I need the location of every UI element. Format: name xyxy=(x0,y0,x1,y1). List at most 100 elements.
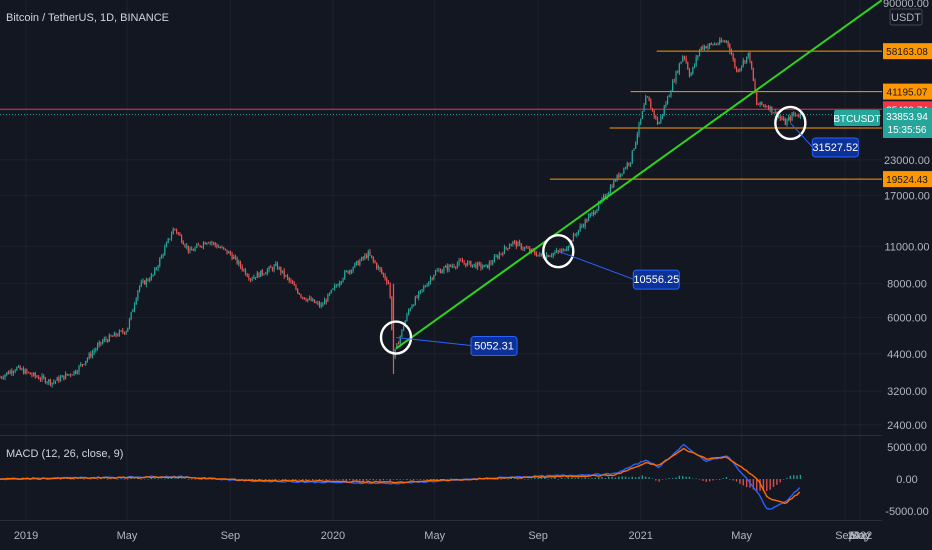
candle-body xyxy=(421,289,423,291)
candle-body xyxy=(251,278,253,280)
macd-hist-bar xyxy=(174,478,176,479)
macd-hist-bar xyxy=(500,479,502,480)
candle-body xyxy=(342,278,344,282)
candle-body xyxy=(552,253,554,256)
macd-hist-bar xyxy=(725,476,728,479)
candle-body xyxy=(730,51,733,55)
macd-hist-bar xyxy=(567,477,570,479)
candle-body xyxy=(283,270,285,277)
callout-label: 5052.31 xyxy=(474,341,514,353)
candle-body xyxy=(207,242,210,244)
macd-hist-bar xyxy=(752,479,755,490)
candle-body xyxy=(349,270,351,274)
time-tick-label: Sep xyxy=(850,530,870,542)
candle-body xyxy=(635,141,637,149)
macd-hist-bar xyxy=(157,478,159,480)
candle-body xyxy=(455,267,457,268)
candle-body xyxy=(231,254,233,259)
candle-body xyxy=(137,290,139,299)
signal-line xyxy=(0,447,801,505)
time-tick-label: Sep xyxy=(835,530,855,542)
currency-label: USDT xyxy=(891,12,921,24)
candle-body xyxy=(439,270,442,274)
candle-body xyxy=(206,242,208,245)
candle-body xyxy=(238,261,240,264)
candle-body xyxy=(698,49,701,56)
candle-body xyxy=(471,264,474,267)
candle-body xyxy=(38,377,40,380)
candle-body xyxy=(460,260,462,262)
macd-hist-bar xyxy=(702,479,704,481)
price-pane[interactable]: 5052.31 10556.25 31527.52 xyxy=(0,0,883,388)
candle-body xyxy=(327,294,329,302)
candle-body xyxy=(244,269,247,275)
candle-body xyxy=(391,297,393,330)
candle-body xyxy=(529,248,531,252)
macd-hist-bar xyxy=(651,478,654,480)
candle-body xyxy=(4,374,6,378)
macd-hist-bar xyxy=(449,478,452,480)
candle-body xyxy=(90,353,92,357)
candle-body xyxy=(571,240,573,242)
candle-body xyxy=(34,373,36,377)
macd-hist-bar xyxy=(295,479,297,480)
candle-body xyxy=(550,255,553,257)
candle-body xyxy=(130,312,132,320)
macd-hist-bar xyxy=(288,478,290,480)
candle-body xyxy=(128,319,131,328)
macd-hist-bar xyxy=(671,478,674,479)
candle-body xyxy=(623,168,625,174)
candle-body xyxy=(268,266,270,270)
candle-body xyxy=(73,371,75,375)
candle-body xyxy=(594,212,596,215)
macd-pane[interactable] xyxy=(0,443,802,510)
candle-body xyxy=(255,277,257,278)
candle-body xyxy=(147,279,149,281)
candle-body xyxy=(218,247,220,248)
candle-body xyxy=(320,304,322,307)
candle-body xyxy=(140,282,142,287)
candle-body xyxy=(201,246,203,248)
candle-body xyxy=(767,106,770,110)
macd-hist-bar xyxy=(661,479,664,480)
price-tick-label: 4400.00 xyxy=(887,349,927,361)
candle-body xyxy=(480,263,482,268)
candle-body xyxy=(742,60,744,66)
candle-body xyxy=(386,278,388,283)
level-tag-label: 19524.43 xyxy=(886,175,928,186)
macd-hist-bar xyxy=(191,479,193,480)
candle-body xyxy=(619,173,622,178)
trendline[interactable] xyxy=(395,0,883,350)
candle-body xyxy=(125,331,127,334)
candle-body xyxy=(577,230,580,235)
candle-body xyxy=(144,280,146,285)
candle-body xyxy=(374,260,376,264)
currency-badge[interactable] xyxy=(889,8,923,26)
candle-body xyxy=(347,270,349,274)
macd-hist-bar xyxy=(362,479,364,481)
macd-hist-bar xyxy=(90,479,92,480)
candle-body xyxy=(83,364,85,365)
candle-body xyxy=(633,148,635,151)
macd-hist-bar xyxy=(537,477,539,479)
price-tick-label: 11000.00 xyxy=(884,241,929,253)
macd-hist-bar xyxy=(143,478,146,480)
macd-hist-bar xyxy=(207,478,210,480)
candle-body xyxy=(302,297,304,298)
candle-body xyxy=(766,106,768,108)
macd-hist-bar xyxy=(133,478,136,479)
candle-body xyxy=(318,302,321,307)
price-axis[interactable] xyxy=(882,0,932,550)
candle-body xyxy=(478,262,480,264)
candle-body xyxy=(46,382,48,383)
candle-body xyxy=(752,67,754,81)
candle-body xyxy=(337,285,339,287)
candle-body xyxy=(793,113,795,115)
candle-body xyxy=(677,71,679,73)
candle-body xyxy=(330,289,332,294)
macd-hist-bar xyxy=(147,479,149,480)
candle-body xyxy=(303,297,305,300)
candle-body xyxy=(357,261,359,266)
